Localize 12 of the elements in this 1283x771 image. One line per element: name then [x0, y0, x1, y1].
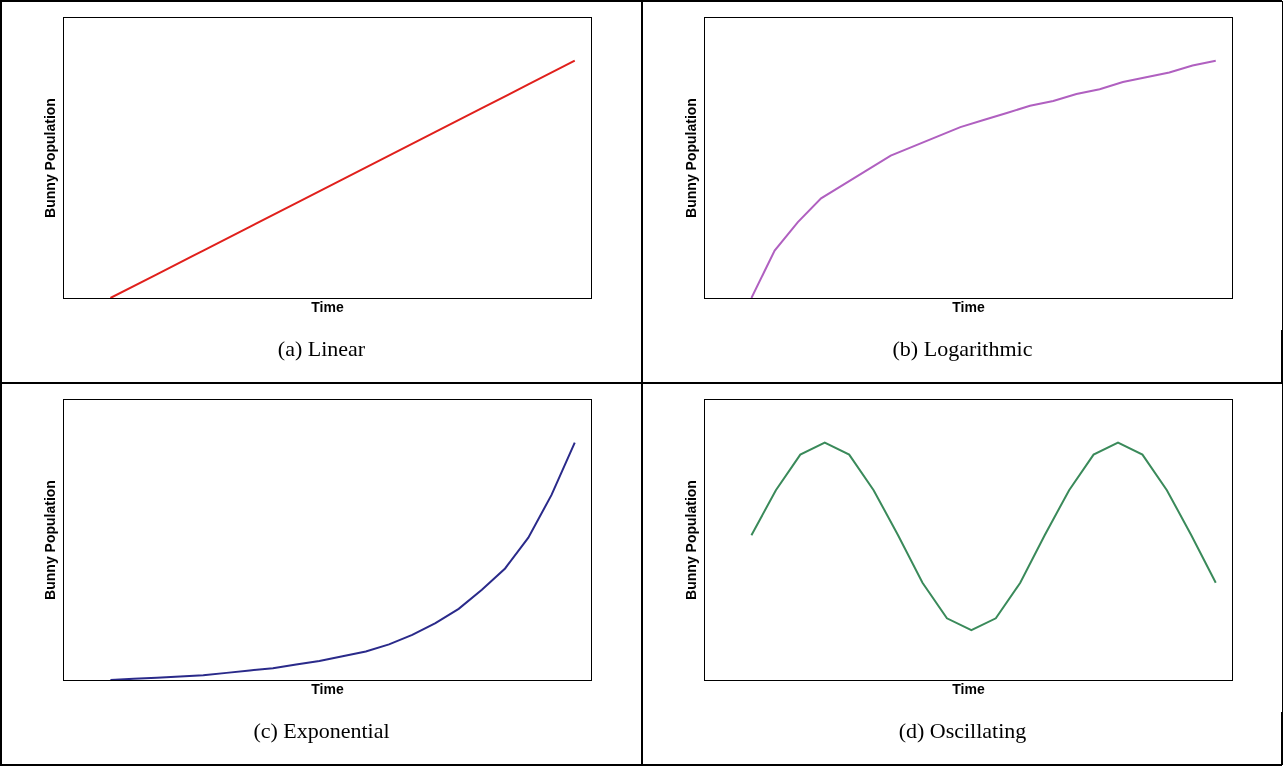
text: (b) Logarithmic — [891, 336, 1034, 362]
x-axis-title: Time — [311, 681, 344, 698]
text: (a) Linear — [276, 336, 367, 362]
y-axis-title: Bunny Population — [41, 98, 58, 218]
x-axis-title: Time — [952, 299, 985, 316]
y-axis-title: Bunny Population — [41, 480, 58, 600]
y-axis-title: Bunny Population — [682, 98, 699, 218]
text: (d) Oscillating — [897, 718, 1028, 744]
y-axis-title: Bunny Population — [682, 480, 699, 600]
x-axis-title: Time — [952, 681, 985, 698]
x-axis-title: Time — [311, 299, 344, 316]
text: (c) Exponential — [252, 718, 391, 744]
